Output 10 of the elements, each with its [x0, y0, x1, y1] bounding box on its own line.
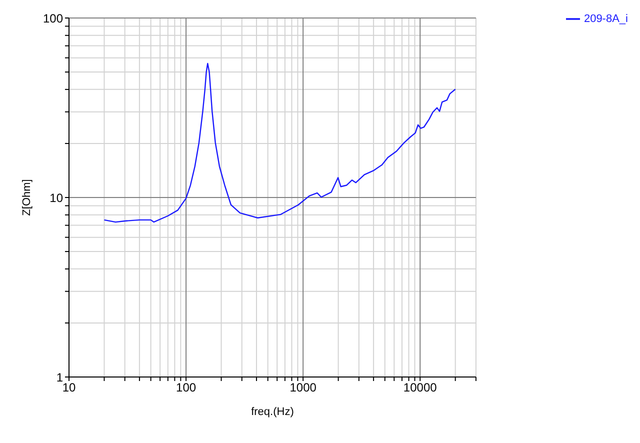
y-axis-title: Z[Ohm]	[20, 179, 33, 216]
x-axis-title: freq.(Hz)	[251, 406, 294, 418]
y-tick-label: 1	[56, 370, 64, 384]
x-tick-label: 10	[62, 380, 76, 395]
y-tick-label: 10	[50, 190, 64, 205]
y-tick-label: 100	[42, 11, 64, 26]
x-tick-label: 10000	[403, 380, 438, 395]
legend-label: 209-8A_i	[584, 12, 628, 25]
x-tick-label: 100	[176, 380, 196, 395]
x-tick-label: 1000	[290, 380, 317, 395]
